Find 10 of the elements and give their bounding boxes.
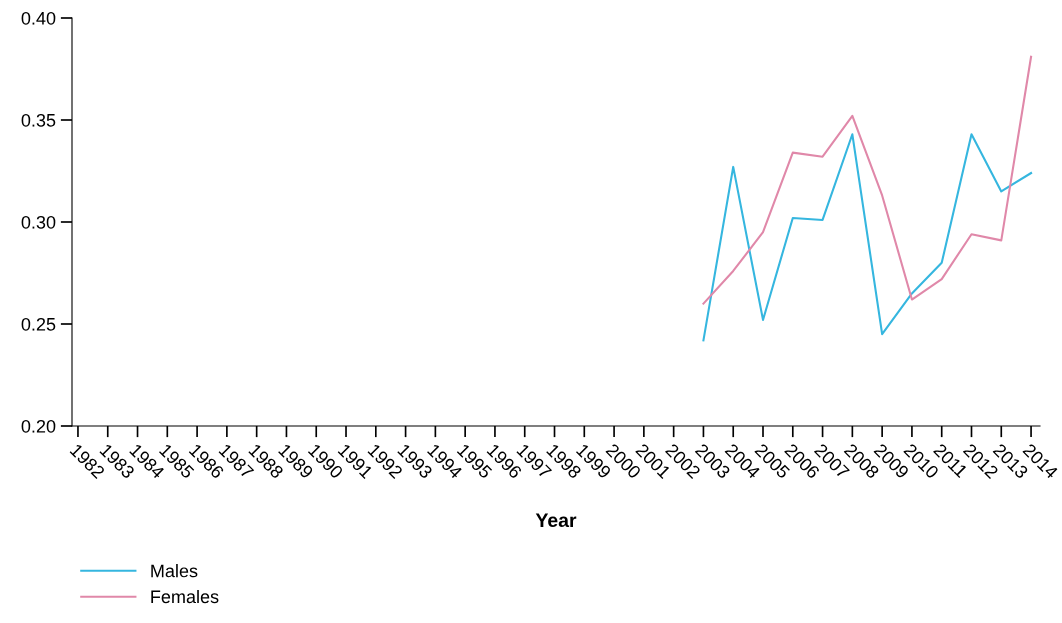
- legend-label: Females: [151, 589, 219, 604]
- line-series: [702, 133, 1033, 342]
- legend-label: Males: [151, 564, 198, 578]
- y-tick-label: 0.20: [21, 419, 56, 433]
- x-axis-title: Year: [535, 513, 577, 528]
- y-tick-label: 0.35: [21, 113, 56, 127]
- y-tick-label: 0.40: [21, 11, 56, 25]
- y-tick-label: 0.30: [21, 215, 56, 229]
- line-series: [702, 55, 1033, 305]
- y-tick-label: 0.25: [21, 317, 56, 331]
